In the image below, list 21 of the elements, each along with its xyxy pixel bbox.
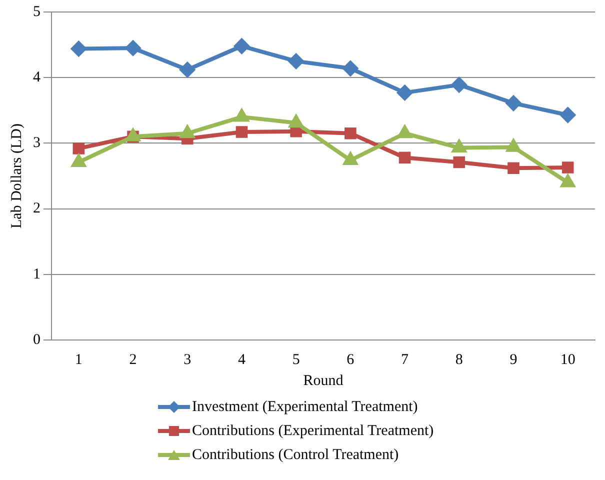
x-tick-label: 2 — [129, 352, 137, 368]
y-tick-label: 2 — [33, 200, 40, 217]
x-tick-label: 9 — [510, 352, 518, 368]
legend-label: Contributions (Control Treatment) — [192, 446, 399, 464]
y-tick-label: 1 — [33, 266, 40, 282]
y-tick-label: 3 — [33, 135, 40, 152]
x-tick-label: 4 — [238, 352, 246, 368]
x-axis-title: Round — [303, 372, 344, 389]
x-tick-label: 5 — [292, 352, 300, 368]
x-tick-label: 6 — [346, 352, 355, 368]
legend-label: Contributions (Experimental Treatment) — [192, 422, 434, 440]
legend-label: Investment (Experimental Treatment) — [192, 398, 418, 416]
x-tick-label: 8 — [455, 352, 463, 368]
x-tick-label: 7 — [401, 352, 410, 368]
y-tick-label: 5 — [33, 4, 40, 20]
x-tick-label: 1 — [74, 352, 82, 368]
y-tick-label: 4 — [33, 70, 41, 86]
y-tick-label: 0 — [33, 332, 40, 348]
x-tick-label: 10 — [560, 352, 576, 368]
y-axis-title: Lab Dollars (LD) — [8, 124, 25, 228]
x-tick-label: 3 — [184, 352, 192, 368]
